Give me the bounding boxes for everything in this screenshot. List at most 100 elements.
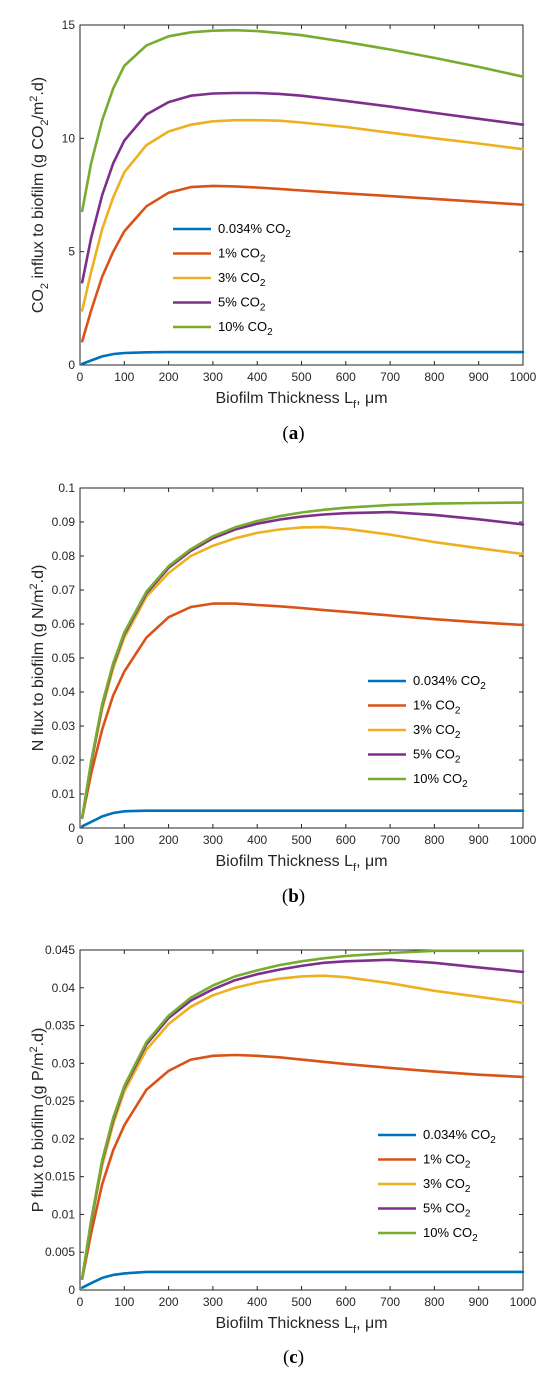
x-tick-label: 500	[291, 1295, 311, 1309]
legend-label: 3% CO2	[423, 1176, 471, 1195]
series-line-10-co2	[80, 28, 525, 213]
x-tick-label: 600	[336, 1295, 356, 1309]
y-tick-label: 0.09	[52, 515, 76, 529]
x-axis-label: Biofilm Thickness Lf, μm	[215, 390, 387, 411]
series-line-1-co2	[80, 602, 525, 820]
x-tick-label: 400	[247, 1295, 267, 1309]
x-tick-label: 800	[424, 833, 444, 847]
x-tick-label: 1000	[510, 370, 537, 384]
legend-label: 10% CO2	[423, 1225, 478, 1244]
legend-label: 10% CO2	[413, 771, 468, 790]
y-tick-label: 0.035	[45, 1019, 75, 1033]
y-tick-label: 0.1	[58, 481, 75, 495]
x-tick-label: 600	[336, 833, 356, 847]
x-tick-label: 700	[380, 833, 400, 847]
legend-label: 1% CO2	[423, 1152, 471, 1171]
series-line-0-034-co2	[80, 1270, 525, 1289]
plot-frame	[79, 24, 524, 366]
x-tick-label: 400	[247, 833, 267, 847]
y-tick-label: 0.005	[45, 1245, 75, 1259]
y-tick-label: 0.01	[52, 787, 76, 801]
x-tick-label: 1000	[510, 1295, 537, 1309]
legend-label: 0.034% CO2	[413, 673, 486, 692]
y-axis-label: CO2 influx to biofilm (g CO2/m2.d)	[28, 77, 51, 313]
x-tick-label: 400	[247, 370, 267, 384]
panel-caption: (b)	[282, 886, 305, 907]
y-tick-label: 0.045	[45, 943, 75, 957]
x-tick-label: 700	[380, 370, 400, 384]
legend-label: 0.034% CO2	[218, 221, 291, 240]
legend-label: 5% CO2	[218, 295, 266, 314]
y-axis-label: P flux to biofilm (g P/m2.d)	[28, 1028, 47, 1213]
series-line-1-co2	[80, 184, 525, 343]
y-axis-label: N flux to biofilm (g N/m2.d)	[28, 565, 47, 752]
x-tick-label: 800	[424, 1295, 444, 1309]
series-line-0-034-co2	[80, 809, 525, 828]
legend-label: 1% CO2	[413, 698, 461, 717]
x-axis-label: Biofilm Thickness Lf, μm	[215, 1315, 387, 1336]
y-tick-label: 5	[68, 245, 75, 259]
y-tick-label: 0.03	[52, 719, 76, 733]
legend-label: 10% CO2	[218, 319, 273, 338]
x-tick-label: 100	[114, 370, 134, 384]
series-line-10-co2	[80, 501, 525, 820]
y-tick-label: 0.02	[52, 1132, 76, 1146]
x-tick-label: 1000	[510, 833, 537, 847]
y-tick-label: 0	[68, 358, 75, 372]
x-tick-label: 600	[336, 370, 356, 384]
series-line-0-034-co2	[80, 350, 525, 366]
y-tick-label: 0.015	[45, 1170, 75, 1184]
y-tick-label: 0.06	[52, 617, 76, 631]
x-tick-label: 100	[114, 833, 134, 847]
series-line-3-co2	[80, 118, 525, 312]
y-tick-label: 0.05	[52, 651, 76, 665]
y-tick-label: 0.07	[52, 583, 76, 597]
series-line-10-co2	[80, 949, 525, 1280]
y-tick-label: 10	[62, 131, 76, 145]
y-tick-label: 0.03	[52, 1056, 76, 1070]
legend-label: 5% CO2	[413, 747, 461, 766]
x-tick-label: 300	[203, 370, 223, 384]
y-tick-label: 0.04	[52, 685, 76, 699]
x-tick-label: 300	[203, 833, 223, 847]
series-line-1-co2	[80, 1053, 525, 1280]
legend-label: 3% CO2	[218, 270, 266, 289]
y-tick-label: 0.08	[52, 549, 76, 563]
chart-panel-a: 0 100 200 300 400 500 600 700 800 900 1000 0 5 10 15 Bi…	[28, 18, 537, 444]
x-tick-label: 500	[291, 833, 311, 847]
y-tick-label: 0.04	[52, 981, 76, 995]
x-axis-label: Biofilm Thickness Lf, μm	[215, 853, 387, 874]
x-tick-label: 900	[469, 833, 489, 847]
x-tick-label: 100	[114, 1295, 134, 1309]
legend: 0.034% CO2 1% CO2 3% CO2 5% CO2 10% CO2	[378, 1127, 496, 1244]
series-line-5-co2	[80, 91, 525, 284]
panel-caption: (c)	[283, 1347, 304, 1368]
x-tick-label: 200	[159, 833, 179, 847]
x-tick-label: 300	[203, 1295, 223, 1309]
x-tick-label: 700	[380, 1295, 400, 1309]
legend-label: 5% CO2	[423, 1201, 471, 1220]
y-tick-label: 15	[62, 18, 76, 32]
panel-caption: (a)	[282, 423, 304, 444]
x-tick-label: 900	[469, 1295, 489, 1309]
legend-label: 1% CO2	[218, 246, 266, 265]
x-tick-label: 0	[77, 833, 84, 847]
x-tick-label: 800	[424, 370, 444, 384]
y-tick-label: 0.01	[52, 1207, 76, 1221]
chart-panel-c: 0 100 200 300 400 500 600 700 800 900 1000 0 0.005 0.…	[28, 943, 537, 1368]
x-tick-label: 900	[469, 370, 489, 384]
x-tick-label: 0	[77, 1295, 84, 1309]
x-tick-label: 200	[159, 370, 179, 384]
y-tick-label: 0.025	[45, 1094, 75, 1108]
x-tick-label: 200	[159, 1295, 179, 1309]
x-tick-label: 0	[77, 370, 84, 384]
y-tick-label: 0.02	[52, 753, 76, 767]
legend: 0.034% CO2 1% CO2 3% CO2 5% CO2 10% CO2	[368, 673, 486, 790]
chart-panel-b: 0 100 200 300 400 500 600 700 800 900 1000 0 0.01 0.0…	[28, 481, 537, 907]
legend-label: 0.034% CO2	[423, 1127, 496, 1146]
legend-label: 3% CO2	[413, 722, 461, 741]
x-tick-label: 500	[291, 370, 311, 384]
y-tick-label: 0	[68, 1283, 75, 1297]
legend: 0.034% CO2 1% CO2 3% CO2 5% CO2 10% CO2	[173, 221, 291, 338]
